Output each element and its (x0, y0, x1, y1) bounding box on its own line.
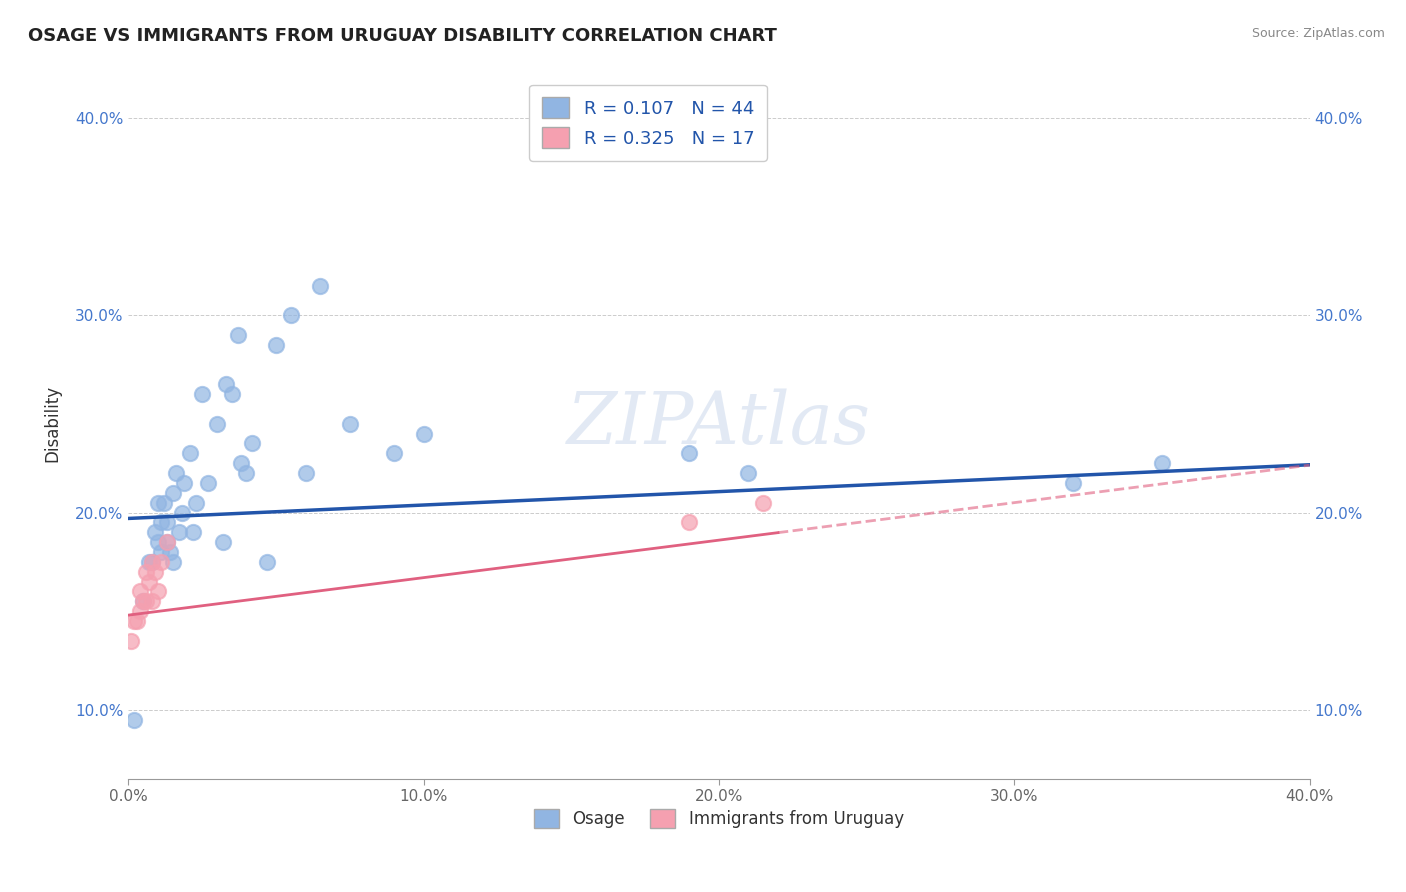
Point (264, 338, 287, 352)
Point (156, 516, 179, 530)
Point (162, 555, 184, 569)
Point (156, 535, 179, 549)
Point (678, 516, 700, 530)
Legend: Osage, Immigrants from Uruguay: Osage, Immigrants from Uruguay (527, 802, 910, 835)
Point (135, 594, 157, 608)
Point (1062, 475, 1084, 490)
Point (221, 387, 243, 401)
Point (170, 506, 193, 520)
Point (132, 594, 155, 608)
Point (146, 584, 169, 599)
Point (149, 545, 172, 559)
Point (156, 535, 179, 549)
Point (294, 466, 316, 480)
Point (235, 466, 257, 480)
Point (124, 713, 146, 727)
Point (127, 614, 149, 628)
Point (167, 525, 190, 540)
Point (197, 475, 219, 490)
Point (179, 446, 201, 460)
Point (229, 456, 252, 470)
Point (138, 574, 160, 589)
Point (215, 377, 238, 392)
Point (132, 594, 155, 608)
Text: Source: ZipAtlas.com: Source: ZipAtlas.com (1251, 27, 1385, 40)
Point (141, 594, 163, 608)
Text: OSAGE VS IMMIGRANTS FROM URUGUAY DISABILITY CORRELATION CHART: OSAGE VS IMMIGRANTS FROM URUGUAY DISABIL… (28, 27, 778, 45)
Point (1150, 456, 1173, 470)
Point (280, 308, 302, 322)
Point (129, 604, 152, 618)
Point (165, 466, 187, 480)
Point (191, 387, 214, 401)
Point (129, 584, 152, 599)
Point (149, 516, 172, 530)
Point (143, 565, 166, 579)
Y-axis label: Disability: Disability (44, 385, 60, 462)
Point (149, 555, 172, 569)
Point (173, 475, 195, 490)
Point (141, 555, 163, 569)
Point (226, 327, 249, 342)
Point (186, 496, 208, 510)
Point (242, 436, 264, 450)
Point (205, 417, 228, 431)
Point (382, 446, 405, 460)
Point (146, 496, 169, 510)
Point (124, 614, 146, 628)
Point (339, 417, 361, 431)
Point (120, 633, 142, 648)
Point (309, 278, 332, 293)
Text: ZIPAtlas: ZIPAtlas (567, 388, 870, 459)
Point (256, 555, 278, 569)
Point (162, 485, 184, 500)
Point (159, 545, 181, 559)
Point (412, 426, 434, 441)
Point (143, 525, 166, 540)
Point (678, 446, 700, 460)
Point (138, 555, 160, 569)
Point (146, 535, 169, 549)
Point (183, 525, 205, 540)
Point (141, 555, 163, 569)
Point (135, 565, 157, 579)
Point (737, 466, 759, 480)
Point (212, 535, 235, 549)
Point (153, 496, 176, 510)
Point (752, 496, 775, 510)
